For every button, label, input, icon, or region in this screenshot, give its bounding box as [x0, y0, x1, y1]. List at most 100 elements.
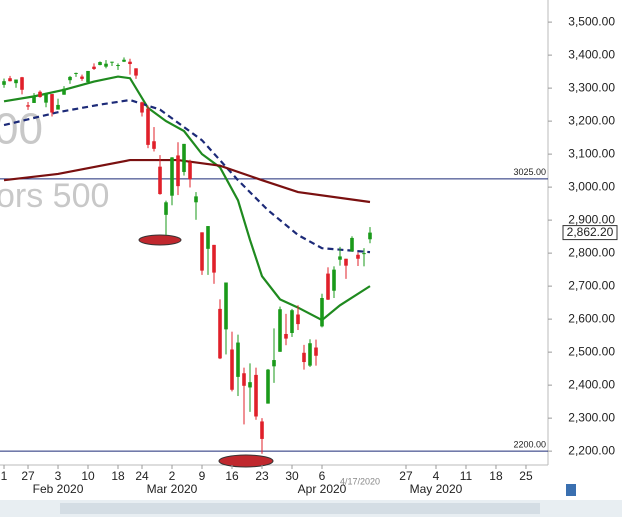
- candle-body: [290, 310, 294, 333]
- candle-body: [248, 382, 252, 388]
- candle-body: [242, 373, 246, 386]
- moving-average: [3, 158, 371, 204]
- y-tick-label: 2,800.00: [568, 245, 615, 259]
- candle-body: [218, 308, 222, 359]
- candle-body: [212, 244, 216, 273]
- candle-body: [158, 166, 162, 195]
- x-tick-label: 11: [460, 469, 473, 483]
- candle-body: [344, 258, 348, 266]
- month-label: Feb 2020: [33, 482, 84, 496]
- candle-body: [50, 94, 54, 113]
- y-tick-label: 3,100.00: [568, 146, 615, 160]
- candle-body: [356, 254, 360, 259]
- y-tick-label: 3,200.00: [568, 113, 615, 127]
- candle-body: [338, 256, 342, 260]
- price-label: 2,862.20: [567, 225, 614, 239]
- candle-body: [14, 79, 18, 84]
- candle-body: [38, 91, 42, 98]
- x-tick-label: 18: [111, 469, 125, 483]
- y-tick-label: 2,300.00: [568, 410, 615, 424]
- annotation-oval: [218, 454, 274, 468]
- candle-body: [314, 347, 318, 356]
- x-tick-label: 30: [285, 469, 299, 483]
- reference-label: 2200.00: [513, 440, 546, 450]
- candle-body: [206, 226, 210, 249]
- x-tick-label: 24: [135, 469, 149, 483]
- watermark: ors 500: [0, 177, 109, 215]
- candle-body: [176, 155, 180, 187]
- candle-body: [110, 61, 114, 63]
- candle-body: [194, 196, 198, 203]
- candle-body: [236, 342, 240, 377]
- y-tick-label: 2,700.00: [568, 278, 615, 292]
- candle-body: [224, 282, 228, 330]
- candle-body: [284, 333, 288, 339]
- candle-body: [128, 61, 132, 65]
- y-tick-label: 3,400.00: [568, 47, 615, 61]
- candle-body: [254, 374, 258, 417]
- x-tick-label: 9: [199, 469, 206, 483]
- candle-body: [92, 66, 96, 69]
- price-box: [562, 225, 618, 241]
- x-tick-label: 23: [255, 469, 269, 483]
- reference-label: 3025.00: [513, 167, 546, 177]
- x-tick-label: 1: [1, 469, 8, 483]
- candle-body: [98, 62, 102, 66]
- x-tick-label: 27: [399, 469, 413, 483]
- candle-body: [368, 232, 372, 240]
- candle-body: [308, 343, 312, 366]
- candle-body: [20, 77, 24, 90]
- y-tick-label: 2,400.00: [568, 377, 615, 391]
- candle-body: [134, 68, 138, 76]
- candle-body: [170, 157, 174, 196]
- candle-body: [116, 65, 120, 67]
- candle-body: [200, 232, 204, 271]
- candle-body: [26, 105, 30, 107]
- candle-body: [62, 88, 66, 95]
- y-tick-label: 2,500.00: [568, 344, 615, 358]
- month-label: Mar 2020: [147, 482, 198, 496]
- y-tick-label: 2,900.00: [568, 212, 615, 226]
- candle-body: [278, 309, 282, 352]
- moving-average: [3, 98, 371, 254]
- candle-body: [320, 298, 324, 327]
- scrollbar[interactable]: [60, 503, 540, 514]
- candle-body: [68, 76, 72, 81]
- candle-body: [272, 360, 276, 367]
- y-tick-label: 3,000.00: [568, 179, 615, 193]
- candle-body: [44, 93, 48, 103]
- x-tick-label: 2: [169, 469, 176, 483]
- candle-body: [140, 102, 144, 113]
- x-tick-label: 27: [21, 469, 35, 483]
- candle-body: [350, 237, 354, 252]
- x-tick-label: 3: [55, 469, 62, 483]
- annotation-oval: [138, 234, 182, 246]
- y-tick-label: 2,200.00: [568, 443, 615, 457]
- candle-body: [332, 269, 336, 291]
- x-tick-label: 6: [319, 469, 326, 483]
- candle-body: [104, 63, 108, 67]
- candle-body: [260, 421, 264, 439]
- candle-body: [188, 162, 192, 180]
- candle-body: [230, 349, 234, 390]
- month-label: Apr 2020: [298, 482, 347, 496]
- candle-body: [146, 108, 150, 145]
- candle-body: [86, 70, 90, 83]
- candle-body: [326, 273, 330, 300]
- candle-body: [362, 253, 366, 255]
- y-tick-label: 2,600.00: [568, 311, 615, 325]
- x-tick-label: 25: [519, 469, 533, 483]
- y-tick-label: 3,500.00: [568, 14, 615, 28]
- y-tick-label: 3,300.00: [568, 80, 615, 94]
- candle-body: [80, 76, 84, 79]
- toolbar-button[interactable]: [566, 484, 576, 496]
- candle-body: [302, 352, 306, 363]
- candle-body: [182, 143, 186, 172]
- candle-body: [8, 78, 12, 82]
- x-tick-label: 4: [433, 469, 440, 483]
- x-tick-label: 10: [81, 469, 95, 483]
- x-tick-label: 18: [489, 469, 503, 483]
